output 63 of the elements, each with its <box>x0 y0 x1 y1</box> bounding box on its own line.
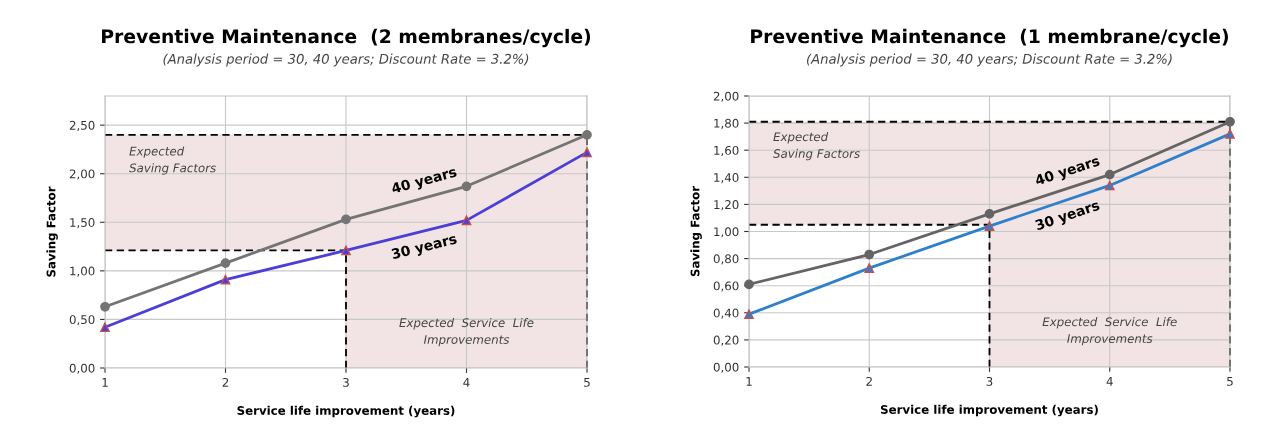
y-tick-label: 1,60 <box>714 145 739 157</box>
y-tick-label: 1,00 <box>70 266 95 277</box>
x-tick-label: 2 <box>222 377 229 387</box>
point <box>582 147 592 158</box>
y-axis-title: Saving Factor <box>46 186 58 277</box>
point <box>1225 129 1235 139</box>
x-axis-title: Service life improvement (years) <box>880 404 1098 417</box>
y-tick-label: 2,00 <box>713 91 739 102</box>
chart-subtitle: (Analysis period = 30, 40 years; Discount Rate = 3.2%) <box>163 53 529 67</box>
y-tick-label: 0,00 <box>713 362 739 373</box>
point <box>864 249 875 260</box>
point <box>220 274 231 285</box>
chart-subtitle: (Analysis period = 30, 40 years; Discount Rate = 3.2%) <box>806 53 1172 67</box>
point <box>582 129 592 140</box>
band-label: Expected Service Life Improvements <box>1042 317 1177 346</box>
x-tick-label: 5 <box>1227 377 1233 386</box>
text: 30 years <box>1034 199 1101 234</box>
y-tick-label: 2,50 <box>69 120 95 131</box>
point <box>461 215 472 226</box>
x-tick-label: 4 <box>463 378 470 387</box>
point <box>100 322 110 333</box>
x-tick-label: 1 <box>746 377 752 386</box>
y-tick-label: 0,80 <box>713 254 739 265</box>
y-tick-label: 0,20 <box>713 335 739 346</box>
point <box>744 309 754 320</box>
point <box>1225 116 1235 127</box>
point <box>341 214 351 225</box>
band-label: Expected Service Life Improvements <box>399 318 534 347</box>
x-tick-label: 1 <box>102 378 108 387</box>
x-tick-label: 4 <box>1106 377 1113 386</box>
point <box>461 181 472 192</box>
chart-title: Preventive Maintenance (1 membrane/cycle) <box>751 28 1228 48</box>
text: 40 years <box>390 166 458 197</box>
point <box>341 245 351 256</box>
x-tick-label: 3 <box>343 377 349 387</box>
x-tick-label: 3 <box>986 376 993 386</box>
point <box>984 209 995 219</box>
x-tick-label: 5 <box>584 378 590 387</box>
x-tick-label: 2 <box>866 376 872 386</box>
y-tick-label: 1,00 <box>714 227 739 238</box>
band-label: Expected Saving Factors <box>129 146 216 175</box>
y-tick-label: 1,20 <box>714 200 739 211</box>
chart-title: Preventive Maintenance (2 membranes/cycle) <box>102 28 591 48</box>
y-axis-title: Saving Factor <box>690 185 702 277</box>
point <box>744 279 754 290</box>
text: 30 years <box>391 233 458 262</box>
x-axis-title: Service life improvement (years) <box>237 405 455 418</box>
y-tick-label: 1,50 <box>70 218 95 229</box>
point <box>220 258 231 268</box>
y-tick-label: 2,00 <box>69 169 95 180</box>
y-tick-label: 0,50 <box>69 315 95 326</box>
point <box>864 263 875 273</box>
y-tick-label: 0,60 <box>713 281 739 292</box>
point <box>100 301 110 312</box>
y-tick-label: 0,00 <box>69 363 95 374</box>
band-label: Expected Saving Factors <box>773 132 860 161</box>
point <box>984 221 995 231</box>
point <box>1104 180 1115 191</box>
y-tick-label: 1,40 <box>714 173 739 184</box>
y-tick-label: 0,40 <box>713 308 739 319</box>
y-tick-label: 1,80 <box>714 118 739 129</box>
point <box>1104 169 1115 180</box>
text: 40 years <box>1034 155 1102 189</box>
